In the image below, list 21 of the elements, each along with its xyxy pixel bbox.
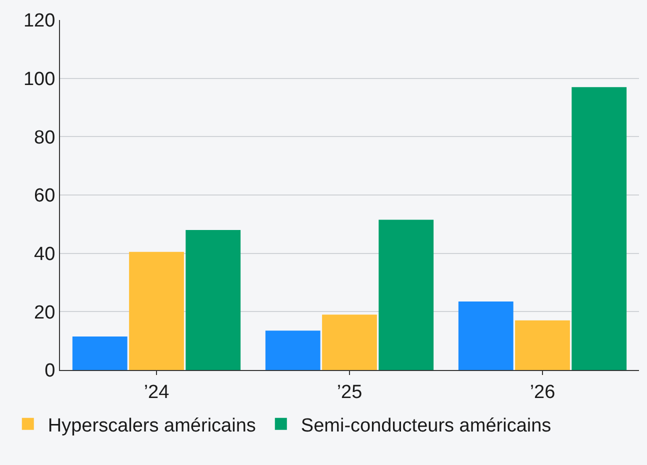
y-tick-label: 120 bbox=[23, 10, 56, 32]
bar bbox=[515, 320, 570, 370]
bar bbox=[186, 230, 241, 370]
legend-label: Hyperscalers américains bbox=[48, 415, 256, 436]
y-tick-label: 20 bbox=[34, 302, 56, 324]
bar bbox=[72, 336, 128, 370]
y-tick-label: 100 bbox=[23, 68, 56, 90]
bar bbox=[265, 330, 320, 370]
bar bbox=[572, 87, 627, 370]
legend-label: Semi-conducteurs américains bbox=[300, 415, 552, 436]
bar bbox=[378, 220, 434, 370]
x-tick-label: ’24 bbox=[144, 382, 170, 403]
x-tick-label: ’26 bbox=[530, 382, 556, 403]
bar bbox=[458, 301, 514, 370]
bar bbox=[129, 252, 184, 370]
x-tick-label: ’25 bbox=[336, 382, 362, 403]
y-tick-label: 0 bbox=[44, 360, 56, 382]
y-tick-label: 60 bbox=[34, 186, 56, 207]
bar bbox=[322, 314, 377, 370]
y-tick-label: 40 bbox=[34, 244, 56, 265]
y-tick-label: 80 bbox=[34, 127, 56, 148]
